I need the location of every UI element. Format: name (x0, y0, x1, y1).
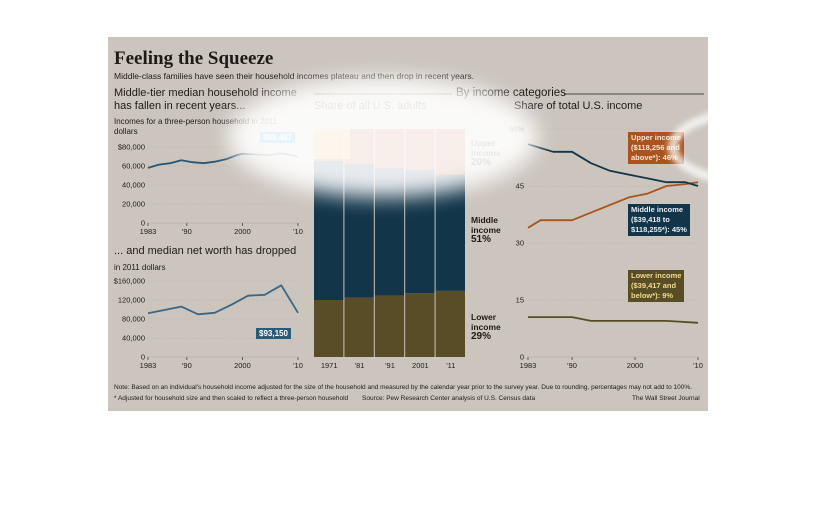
adults-bar-lower-income (374, 295, 405, 357)
share-y-tick-label: 60% (509, 125, 524, 134)
footer-credit: The Wall Street Journal (632, 395, 700, 402)
footer-note: Note: Based on an individual's household… (114, 384, 692, 391)
income-y-tick-label: $80,000 (118, 143, 145, 152)
networth-x-tick-label: '10 (293, 361, 303, 370)
adults-x-tick-label: 2001 (412, 361, 429, 370)
share-y-tick-label: 45 (516, 182, 524, 191)
adults-x-tick-label: '81 (355, 361, 365, 370)
share-lower-label: Lower income ($39,417 and below*): 9% (628, 270, 685, 302)
share-upper-label: Upper income ($118,256 and above*): 46% (628, 132, 685, 164)
share-x-tick-label: '90 (567, 361, 577, 370)
income-unit-line1: Incomes for a three-person household in … (114, 117, 278, 126)
networth-y-tick-label: 120,000 (118, 296, 145, 305)
income-x-tick-label: 2000 (234, 227, 251, 236)
adults-x-tick-label: 1971 (321, 361, 338, 370)
networth-x-tick-label: 1983 (140, 361, 157, 370)
networth-series-line-0 (147, 284, 299, 316)
income-x-tick-label: '90 (182, 227, 192, 236)
income-unit-line2: dollars (114, 127, 138, 136)
income-y-tick-label: 20,000 (122, 200, 145, 209)
networth-unit: in 2011 dollars (114, 263, 166, 272)
page-title: Feeling the Squeeze (114, 48, 274, 69)
adults-bar-lower-income (405, 293, 435, 357)
adults-bar-lower-income (435, 290, 465, 357)
income-y-tick-label: 0 (141, 219, 145, 228)
share-x-tick-label: 2000 (627, 361, 644, 370)
share-x-tick-label: 1983 (520, 361, 537, 370)
adults-lower-label: Lower income 29% (471, 312, 501, 342)
adults-bar-lower-income (314, 300, 344, 357)
share-middle-label: Middle income ($39,418 to $118,255*): 45… (628, 204, 690, 236)
share-y-tick-label: 15 (516, 296, 524, 305)
networth-y-tick-label: 40,000 (122, 334, 145, 343)
income-share-heading: Share of total U.S. income (514, 100, 643, 112)
adults-x-tick-label: '91 (385, 361, 395, 370)
income-x-tick-label: '10 (293, 227, 303, 236)
networth-callout: $93,150 (256, 328, 291, 339)
income-x-tick-label: 1983 (140, 227, 157, 236)
income-heading-line2: has fallen in recent years... (114, 100, 246, 112)
networth-heading: ... and median net worth has dropped (114, 245, 297, 257)
infographic: Feeling the Squeeze Middle-class familie… (108, 37, 708, 411)
networth-y-tick-label: $160,000 (114, 277, 145, 286)
networth-x-tick-label: '90 (182, 361, 192, 370)
adults-x-tick-label: '11 (446, 361, 455, 370)
footer-footnote: * Adjusted for household size and then s… (114, 395, 349, 402)
share-y-tick-label: 0 (520, 353, 524, 362)
footer-source: Source: Pew Research Center analysis of … (362, 395, 536, 402)
adults-bar-lower-income (344, 297, 374, 357)
page-subtitle: Middle-class families have seen their ho… (114, 71, 475, 81)
share-series-line-2 (528, 316, 699, 324)
networth-x-tick-label: 2000 (234, 361, 251, 370)
income-y-tick-label: 40,000 (122, 181, 145, 190)
share-x-tick-label: '10 (693, 361, 703, 370)
adults-middle-label: Middle income 51% (471, 215, 501, 245)
networth-y-tick-label: 80,000 (122, 315, 145, 324)
networth-y-tick-label: 0 (141, 353, 145, 362)
income-y-tick-label: 60,000 (122, 162, 145, 171)
share-y-tick-label: 30 (516, 239, 524, 248)
